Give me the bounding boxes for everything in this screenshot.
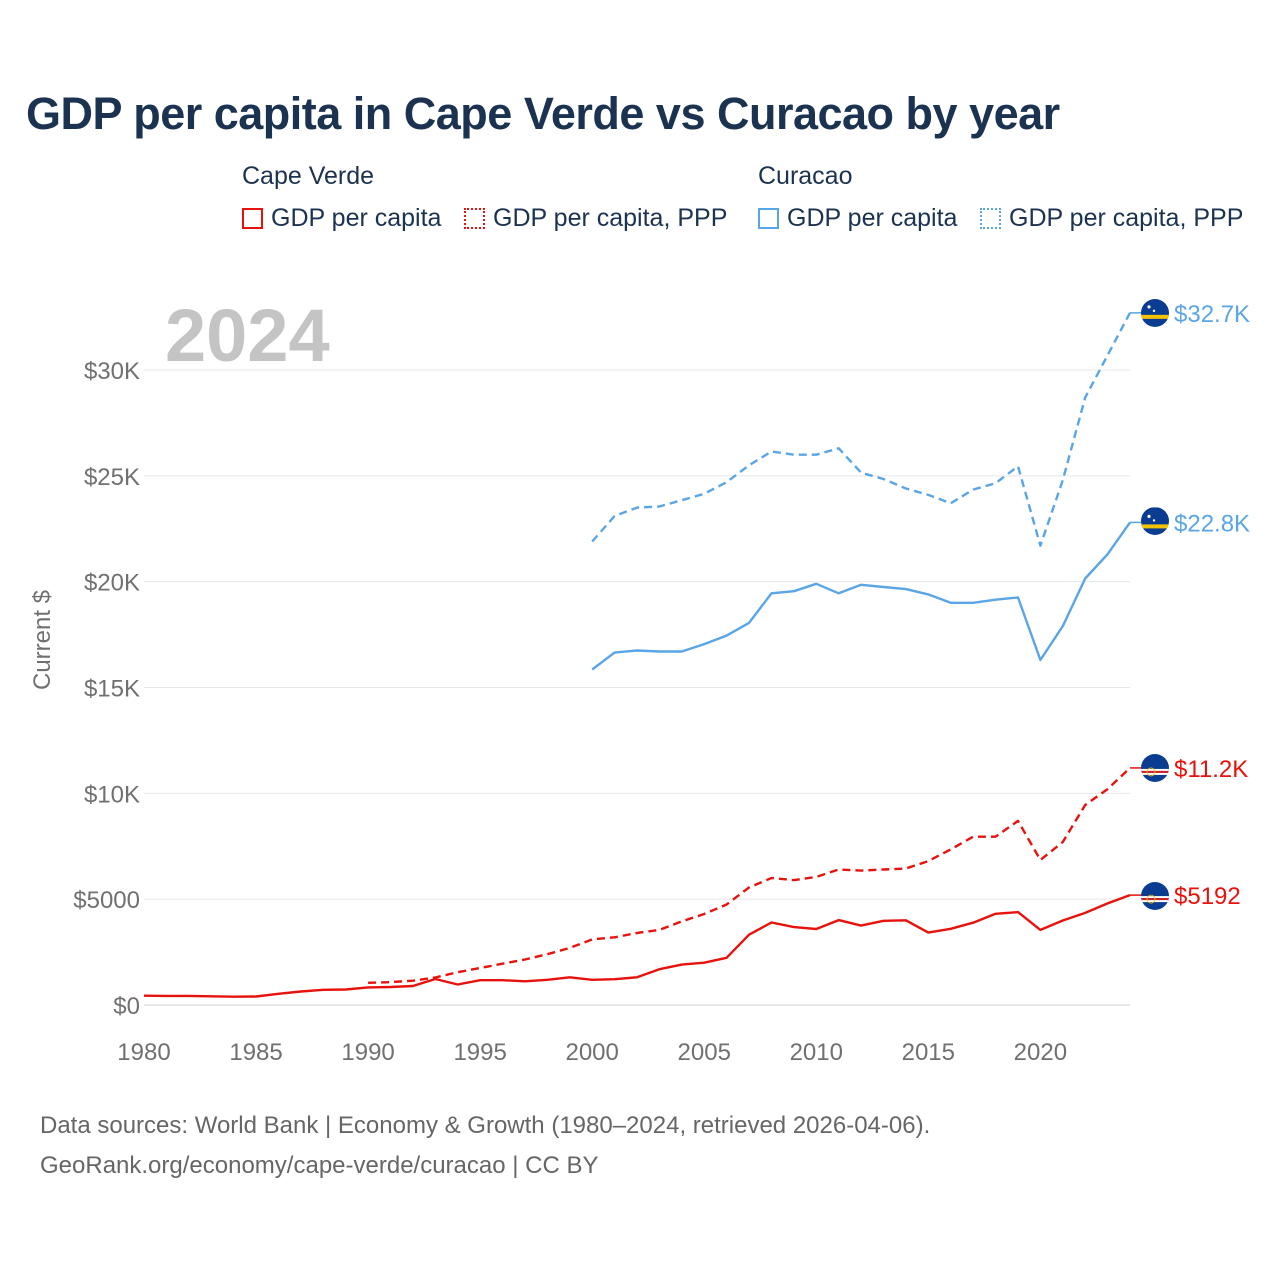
footer-sources: Data sources: World Bank | Economy & Gro…	[40, 1112, 931, 1139]
series-line-cape-verde-gdp-per-capita-ppp	[368, 767, 1131, 984]
x-tick-label: 1980	[117, 1039, 170, 1066]
legend-swatch-solid-blue	[758, 208, 779, 229]
y-tick-label: $25K	[84, 464, 140, 491]
curacao-flag-icon	[1141, 299, 1169, 327]
x-tick-label: 2000	[565, 1039, 618, 1066]
y-tick-label: $10K	[84, 781, 140, 808]
y-axis-label: Current $	[29, 590, 56, 690]
x-tick-label: 2015	[902, 1039, 955, 1066]
x-tick-label: 2005	[678, 1039, 731, 1066]
y-tick-label: $5000	[73, 887, 140, 914]
y-tick-label: $15K	[84, 676, 140, 703]
legend-swatch-dotted-blue	[980, 208, 1001, 229]
legend-label: GDP per capita, PPP	[1009, 204, 1244, 232]
end-value-label: $32.7K	[1174, 301, 1250, 328]
legend-swatch-dotted-red	[464, 208, 485, 229]
legend-item-curacao-gdp-ppp[interactable]: GDP per capita, PPP	[980, 204, 1243, 233]
footer-url[interactable]: GeoRank.org/economy/cape-verde/curacao |…	[40, 1152, 599, 1179]
end-value-label: $22.8K	[1174, 510, 1250, 537]
legend-label: GDP per capita	[271, 204, 442, 232]
year-overlay: 2024	[165, 294, 330, 377]
legend-group-curacao: Curacao	[758, 162, 853, 190]
x-tick-label: 1995	[453, 1039, 506, 1066]
curacao-flag-icon	[1141, 507, 1169, 535]
legend-label: GDP per capita, PPP	[493, 204, 728, 232]
series-line-curacao-gdp-per-capita-ppp	[591, 312, 1132, 547]
y-tick-label: $30K	[84, 358, 140, 385]
legend-group-cape-verde: Cape Verde	[242, 162, 375, 190]
x-tick-label: 2010	[790, 1039, 843, 1066]
end-value-label: $5192	[1174, 883, 1241, 910]
end-value-label: $11.2K	[1174, 756, 1248, 783]
y-tick-label: $20K	[84, 570, 140, 597]
x-tick-label: 2020	[1014, 1039, 1067, 1066]
footer: Data sources: World Bank | Economy & Gro…	[40, 1106, 930, 1186]
legend-item-curacao-gdp[interactable]: GDP per capita	[758, 204, 957, 233]
x-tick-label: 1985	[229, 1039, 282, 1066]
chart-title: GDP per capita in Cape Verde vs Curacao …	[26, 88, 1060, 139]
legend-item-cape-verde-gdp-ppp[interactable]: GDP per capita, PPP	[464, 204, 727, 233]
series-line-curacao-gdp-per-capita	[591, 521, 1131, 671]
y-tick-label: $0	[113, 993, 140, 1020]
legend-label: GDP per capita	[787, 204, 958, 232]
cape-verde-flag-icon	[1141, 882, 1169, 910]
series-line-cape-verde-gdp-per-capita	[143, 893, 1131, 998]
cape-verde-flag-icon	[1141, 754, 1169, 782]
legend-item-cape-verde-gdp[interactable]: GDP per capita	[242, 204, 441, 233]
x-tick-label: 1990	[341, 1039, 394, 1066]
legend-swatch-solid-red	[242, 208, 263, 229]
